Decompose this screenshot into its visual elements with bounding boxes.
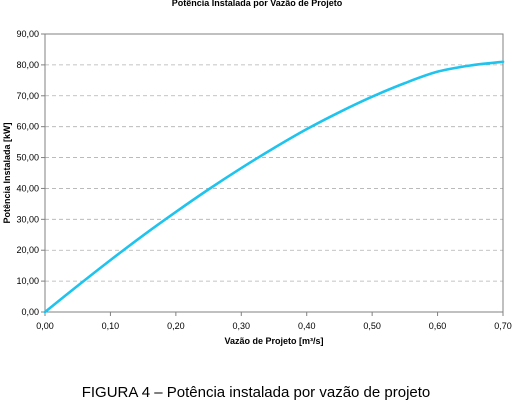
plot-frame [44,33,504,313]
y-tick-label: 60,00 [16,122,39,132]
y-tick-label: 50,00 [16,153,39,163]
series-layer [43,60,505,314]
y-tick-label: 70,00 [16,91,39,101]
x-axis-label: Vazão de Projeto [m³/s] [224,336,323,346]
x-tick-label: 0,50 [363,321,381,331]
y-tick-label: 0,00 [21,307,39,317]
x-tick-label: 0,10 [102,321,120,331]
chart-title: Potência Instalada por Vazão de Projeto [172,0,343,8]
grid [45,64,503,282]
x-tick-label: 0,00 [36,321,54,331]
x-axis: 0,00 0,10 0,20 0,30 0,40 0,50 0,60 0,70 [36,312,512,331]
y-tick-label: 10,00 [16,276,39,286]
y-tick-label: 20,00 [16,245,39,255]
chart: Potência Instalada por Vazão de Projeto … [2,0,512,346]
y-axis: 0,00 10,00 20,00 30,00 40,00 50,00 60,00 70,00 8… [16,29,45,317]
figure-caption: FIGURA 4 – Potência instalada por vazão … [81,384,431,401]
y-axis-label: Potência Instalada [kW] [2,122,12,223]
x-tick-label: 0,70 [494,321,512,331]
x-tick-label: 0,60 [429,321,447,331]
x-tick-label: 0,30 [233,321,251,331]
x-tick-label: 0,40 [298,321,316,331]
x-tick-label: 0,20 [167,321,185,331]
y-tick-label: 40,00 [16,183,39,193]
y-tick-label: 80,00 [16,60,39,70]
y-tick-label: 90,00 [16,29,39,39]
y-tick-label: 30,00 [16,214,39,224]
series-line [43,60,505,314]
